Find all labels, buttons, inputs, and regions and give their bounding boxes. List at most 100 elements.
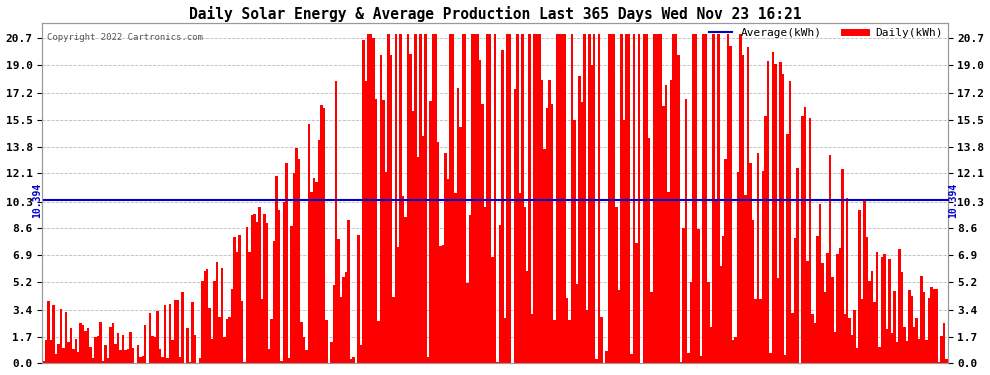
Bar [293, 172, 295, 363]
Bar [204, 271, 206, 363]
Bar [367, 34, 369, 363]
Bar [633, 34, 636, 363]
Bar [48, 302, 50, 363]
Bar [898, 249, 901, 363]
Bar [687, 353, 690, 363]
Bar [283, 202, 285, 363]
Bar [618, 290, 621, 363]
Bar [621, 34, 623, 363]
Bar [99, 322, 102, 363]
Bar [345, 273, 347, 363]
Bar [174, 300, 176, 363]
Bar [524, 207, 526, 363]
Bar [608, 34, 611, 363]
Bar [442, 245, 445, 363]
Bar [595, 358, 598, 363]
Bar [364, 81, 367, 363]
Bar [318, 140, 320, 363]
Bar [858, 210, 861, 363]
Bar [871, 271, 873, 363]
Bar [234, 237, 236, 363]
Bar [390, 55, 392, 363]
Bar [509, 34, 511, 363]
Bar [300, 322, 303, 363]
Bar [357, 236, 359, 363]
Bar [148, 314, 151, 363]
Bar [878, 346, 881, 363]
Bar [600, 317, 603, 363]
Bar [476, 34, 479, 363]
Bar [486, 34, 489, 363]
Bar [69, 327, 72, 363]
Bar [611, 34, 613, 363]
Bar [67, 342, 69, 363]
Bar [650, 291, 652, 363]
Bar [756, 153, 759, 363]
Bar [675, 34, 677, 363]
Bar [585, 310, 588, 363]
Bar [784, 356, 786, 363]
Bar [749, 164, 751, 363]
Bar [163, 305, 166, 363]
Bar [829, 155, 832, 363]
Bar [102, 361, 104, 363]
Bar [278, 210, 280, 363]
Bar [692, 34, 695, 363]
Bar [933, 290, 936, 363]
Bar [544, 148, 545, 363]
Bar [677, 55, 680, 363]
Bar [236, 252, 239, 363]
Bar [369, 34, 372, 363]
Bar [923, 292, 926, 363]
Bar [137, 345, 139, 363]
Bar [863, 201, 866, 363]
Bar [79, 323, 82, 363]
Bar [553, 320, 555, 363]
Bar [104, 345, 107, 363]
Bar [761, 171, 764, 363]
Bar [402, 196, 405, 363]
Bar [151, 336, 153, 363]
Bar [379, 55, 382, 363]
Bar [685, 99, 687, 363]
Bar [903, 327, 906, 363]
Bar [415, 34, 417, 363]
Bar [876, 252, 878, 363]
Bar [405, 217, 407, 363]
Bar [392, 297, 395, 363]
Bar [588, 34, 590, 363]
Bar [707, 282, 710, 363]
Bar [323, 108, 325, 363]
Bar [536, 34, 539, 363]
Bar [613, 34, 616, 363]
Bar [119, 350, 122, 363]
Bar [672, 34, 675, 363]
Bar [117, 333, 119, 363]
Bar [789, 81, 791, 363]
Bar [568, 320, 570, 363]
Bar [822, 263, 824, 363]
Bar [901, 272, 903, 363]
Bar [253, 214, 255, 363]
Bar [926, 340, 928, 363]
Bar [313, 177, 315, 363]
Bar [333, 285, 335, 363]
Bar [410, 54, 412, 363]
Bar [412, 111, 415, 363]
Bar [59, 309, 62, 363]
Bar [573, 120, 575, 363]
Bar [489, 34, 491, 363]
Bar [290, 226, 293, 363]
Bar [861, 298, 863, 363]
Bar [229, 316, 231, 363]
Bar [911, 296, 913, 363]
Bar [263, 214, 265, 363]
Bar [181, 292, 184, 363]
Bar [211, 339, 214, 363]
Bar [129, 332, 132, 363]
Bar [593, 34, 595, 363]
Bar [623, 120, 626, 363]
Text: 10.394: 10.394 [33, 183, 43, 218]
Bar [521, 34, 524, 363]
Bar [722, 236, 725, 363]
